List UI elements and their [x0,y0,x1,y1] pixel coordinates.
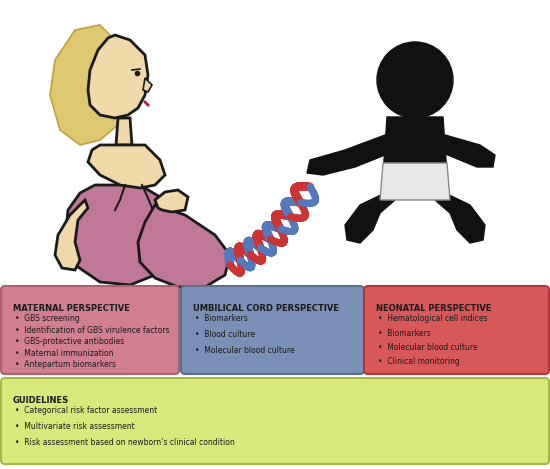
Text: •  Biomarkers: • Biomarkers [195,314,248,323]
Polygon shape [383,117,447,175]
Text: GUIDELINES: GUIDELINES [13,396,69,405]
Text: •  Multivariate risk assessment: • Multivariate risk assessment [15,422,135,431]
Text: •  Categorical risk factor assessment: • Categorical risk factor assessment [15,406,157,415]
FancyBboxPatch shape [1,378,549,464]
Polygon shape [307,135,390,175]
Text: •  Hematological cell indices: • Hematological cell indices [378,314,488,323]
Polygon shape [50,25,125,145]
Polygon shape [122,45,140,70]
Polygon shape [116,118,132,145]
Text: •  Blood culture: • Blood culture [195,330,255,339]
Polygon shape [55,200,88,270]
Text: •  Biomarkers: • Biomarkers [378,328,431,338]
Text: •  GBS screening: • GBS screening [15,314,80,323]
Polygon shape [155,190,188,212]
Polygon shape [88,145,165,188]
FancyBboxPatch shape [364,286,549,374]
Polygon shape [65,185,175,285]
Polygon shape [88,35,148,118]
Text: •  Risk assessment based on newborn’s clinical condition: • Risk assessment based on newborn’s cli… [15,438,235,447]
Text: MATERNAL PERSPECTIVE: MATERNAL PERSPECTIVE [13,304,130,313]
Polygon shape [345,193,395,243]
Text: •  Maternal immunization: • Maternal immunization [15,349,113,358]
Text: •  GBS-protective antibodies: • GBS-protective antibodies [15,337,124,346]
Polygon shape [143,78,152,92]
Polygon shape [435,193,485,243]
Text: •  Molecular blood culture: • Molecular blood culture [195,346,295,355]
Polygon shape [138,205,230,287]
FancyBboxPatch shape [1,286,179,374]
Text: •  Identification of GBS virulence factors: • Identification of GBS virulence factor… [15,325,169,334]
Polygon shape [443,135,495,167]
Text: •  Molecular blood culture: • Molecular blood culture [378,343,477,352]
Circle shape [377,42,453,118]
Text: •  Antepartum biomarkers: • Antepartum biomarkers [15,360,116,370]
Text: UMBILICAL CORD PERSPECTIVE: UMBILICAL CORD PERSPECTIVE [193,304,339,313]
Text: •  Clinical monitoring: • Clinical monitoring [378,357,460,366]
Text: NEONATAL PERSPECTIVE: NEONATAL PERSPECTIVE [376,304,492,313]
Polygon shape [380,163,450,200]
FancyBboxPatch shape [181,286,364,374]
